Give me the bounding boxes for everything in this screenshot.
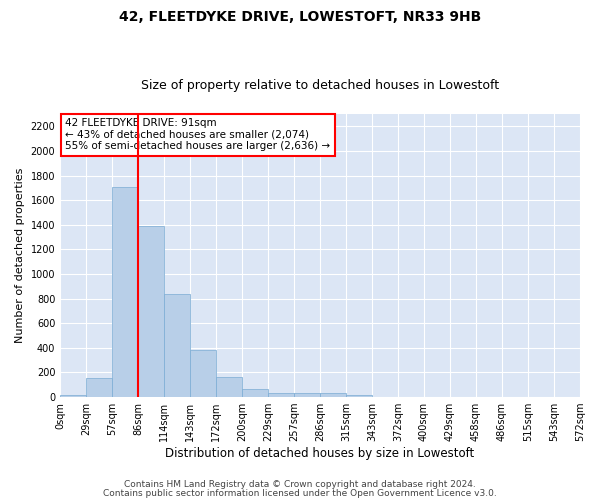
Title: Size of property relative to detached houses in Lowestoft: Size of property relative to detached ho… <box>141 79 499 92</box>
Bar <box>86 378 112 397</box>
Bar <box>294 394 320 397</box>
Bar <box>242 389 268 397</box>
Y-axis label: Number of detached properties: Number of detached properties <box>15 168 25 343</box>
X-axis label: Distribution of detached houses by size in Lowestoft: Distribution of detached houses by size … <box>166 447 475 460</box>
Text: 42 FLEETDYKE DRIVE: 91sqm
← 43% of detached houses are smaller (2,074)
55% of se: 42 FLEETDYKE DRIVE: 91sqm ← 43% of detac… <box>65 118 331 152</box>
Bar <box>268 393 294 397</box>
Text: Contains public sector information licensed under the Open Government Licence v3: Contains public sector information licen… <box>103 488 497 498</box>
Bar <box>164 294 190 397</box>
Bar <box>138 226 164 397</box>
Bar <box>216 377 242 397</box>
Text: Contains HM Land Registry data © Crown copyright and database right 2024.: Contains HM Land Registry data © Crown c… <box>124 480 476 489</box>
Bar <box>190 350 216 397</box>
Bar <box>112 186 138 397</box>
Text: 42, FLEETDYKE DRIVE, LOWESTOFT, NR33 9HB: 42, FLEETDYKE DRIVE, LOWESTOFT, NR33 9HB <box>119 10 481 24</box>
Bar <box>346 394 372 397</box>
Bar <box>60 394 86 397</box>
Bar <box>320 394 346 397</box>
